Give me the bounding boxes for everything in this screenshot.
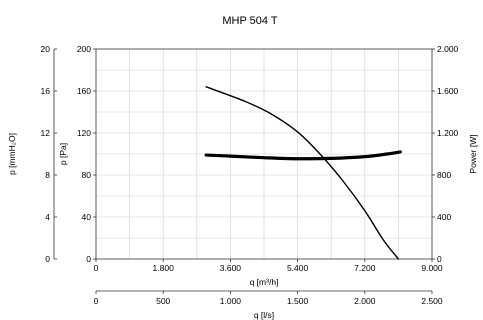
x-tick-label: 9.000 — [421, 263, 443, 273]
x-tick-label: 0 — [94, 263, 99, 273]
x-tick-label: 1.800 — [153, 263, 175, 273]
chart-series — [204, 86, 402, 260]
x2-tick-label: 1.500 — [287, 296, 309, 306]
x2-tick-label: 500 — [156, 296, 170, 306]
y-pa-tick-label: 0 — [86, 254, 91, 264]
x-axis-label: q [m³/h] — [250, 277, 279, 287]
y-power-label: Power [W] — [468, 134, 478, 173]
power-curve — [204, 150, 402, 161]
x2-tick-label: 2.500 — [421, 296, 443, 306]
y-power-tick-label: 1.600 — [437, 86, 459, 96]
y-mmh2o-tick-label: 8 — [45, 170, 50, 180]
plot-frame — [95, 48, 433, 260]
x-tick-label: 7.200 — [354, 263, 376, 273]
x-tick-label: 5.400 — [287, 263, 309, 273]
x2-tick-label: 1.000 — [220, 296, 242, 306]
y-mmh2o-tick-label: 20 — [41, 44, 51, 54]
y-pa-label: p [Pa] — [58, 143, 68, 165]
x2-tick-label: 2.000 — [354, 296, 376, 306]
y-power-tick-label: 2.000 — [437, 44, 459, 54]
chart-title: MHP 504 T — [222, 15, 278, 27]
y-power-tick-label: 0 — [437, 254, 442, 264]
x-tick-label: 3.600 — [220, 263, 242, 273]
x2-axis-label: q [l/s] — [254, 310, 274, 320]
pressure-curve — [205, 86, 400, 260]
y-power-tick-label: 800 — [437, 170, 451, 180]
y-mmh2o-tick-label: 4 — [45, 212, 50, 222]
y-mmh2o-label: p [mmH₂O] — [7, 133, 17, 175]
y-pa-tick-label: 80 — [82, 170, 92, 180]
y-power-tick-label: 1.200 — [437, 128, 459, 138]
y-mmh2o-tick-label: 16 — [41, 86, 51, 96]
x2-tick-label: 0 — [94, 296, 99, 306]
y-pa-tick-label: 40 — [82, 212, 92, 222]
y-mmh2o-tick-label: 12 — [41, 128, 51, 138]
y-pa-tick-label: 120 — [77, 128, 91, 138]
y-power-tick-label: 400 — [437, 212, 451, 222]
y-pa-tick-label: 160 — [77, 86, 91, 96]
y-pa-tick-label: 200 — [77, 44, 91, 54]
y-mmh2o-tick-label: 0 — [45, 254, 50, 264]
